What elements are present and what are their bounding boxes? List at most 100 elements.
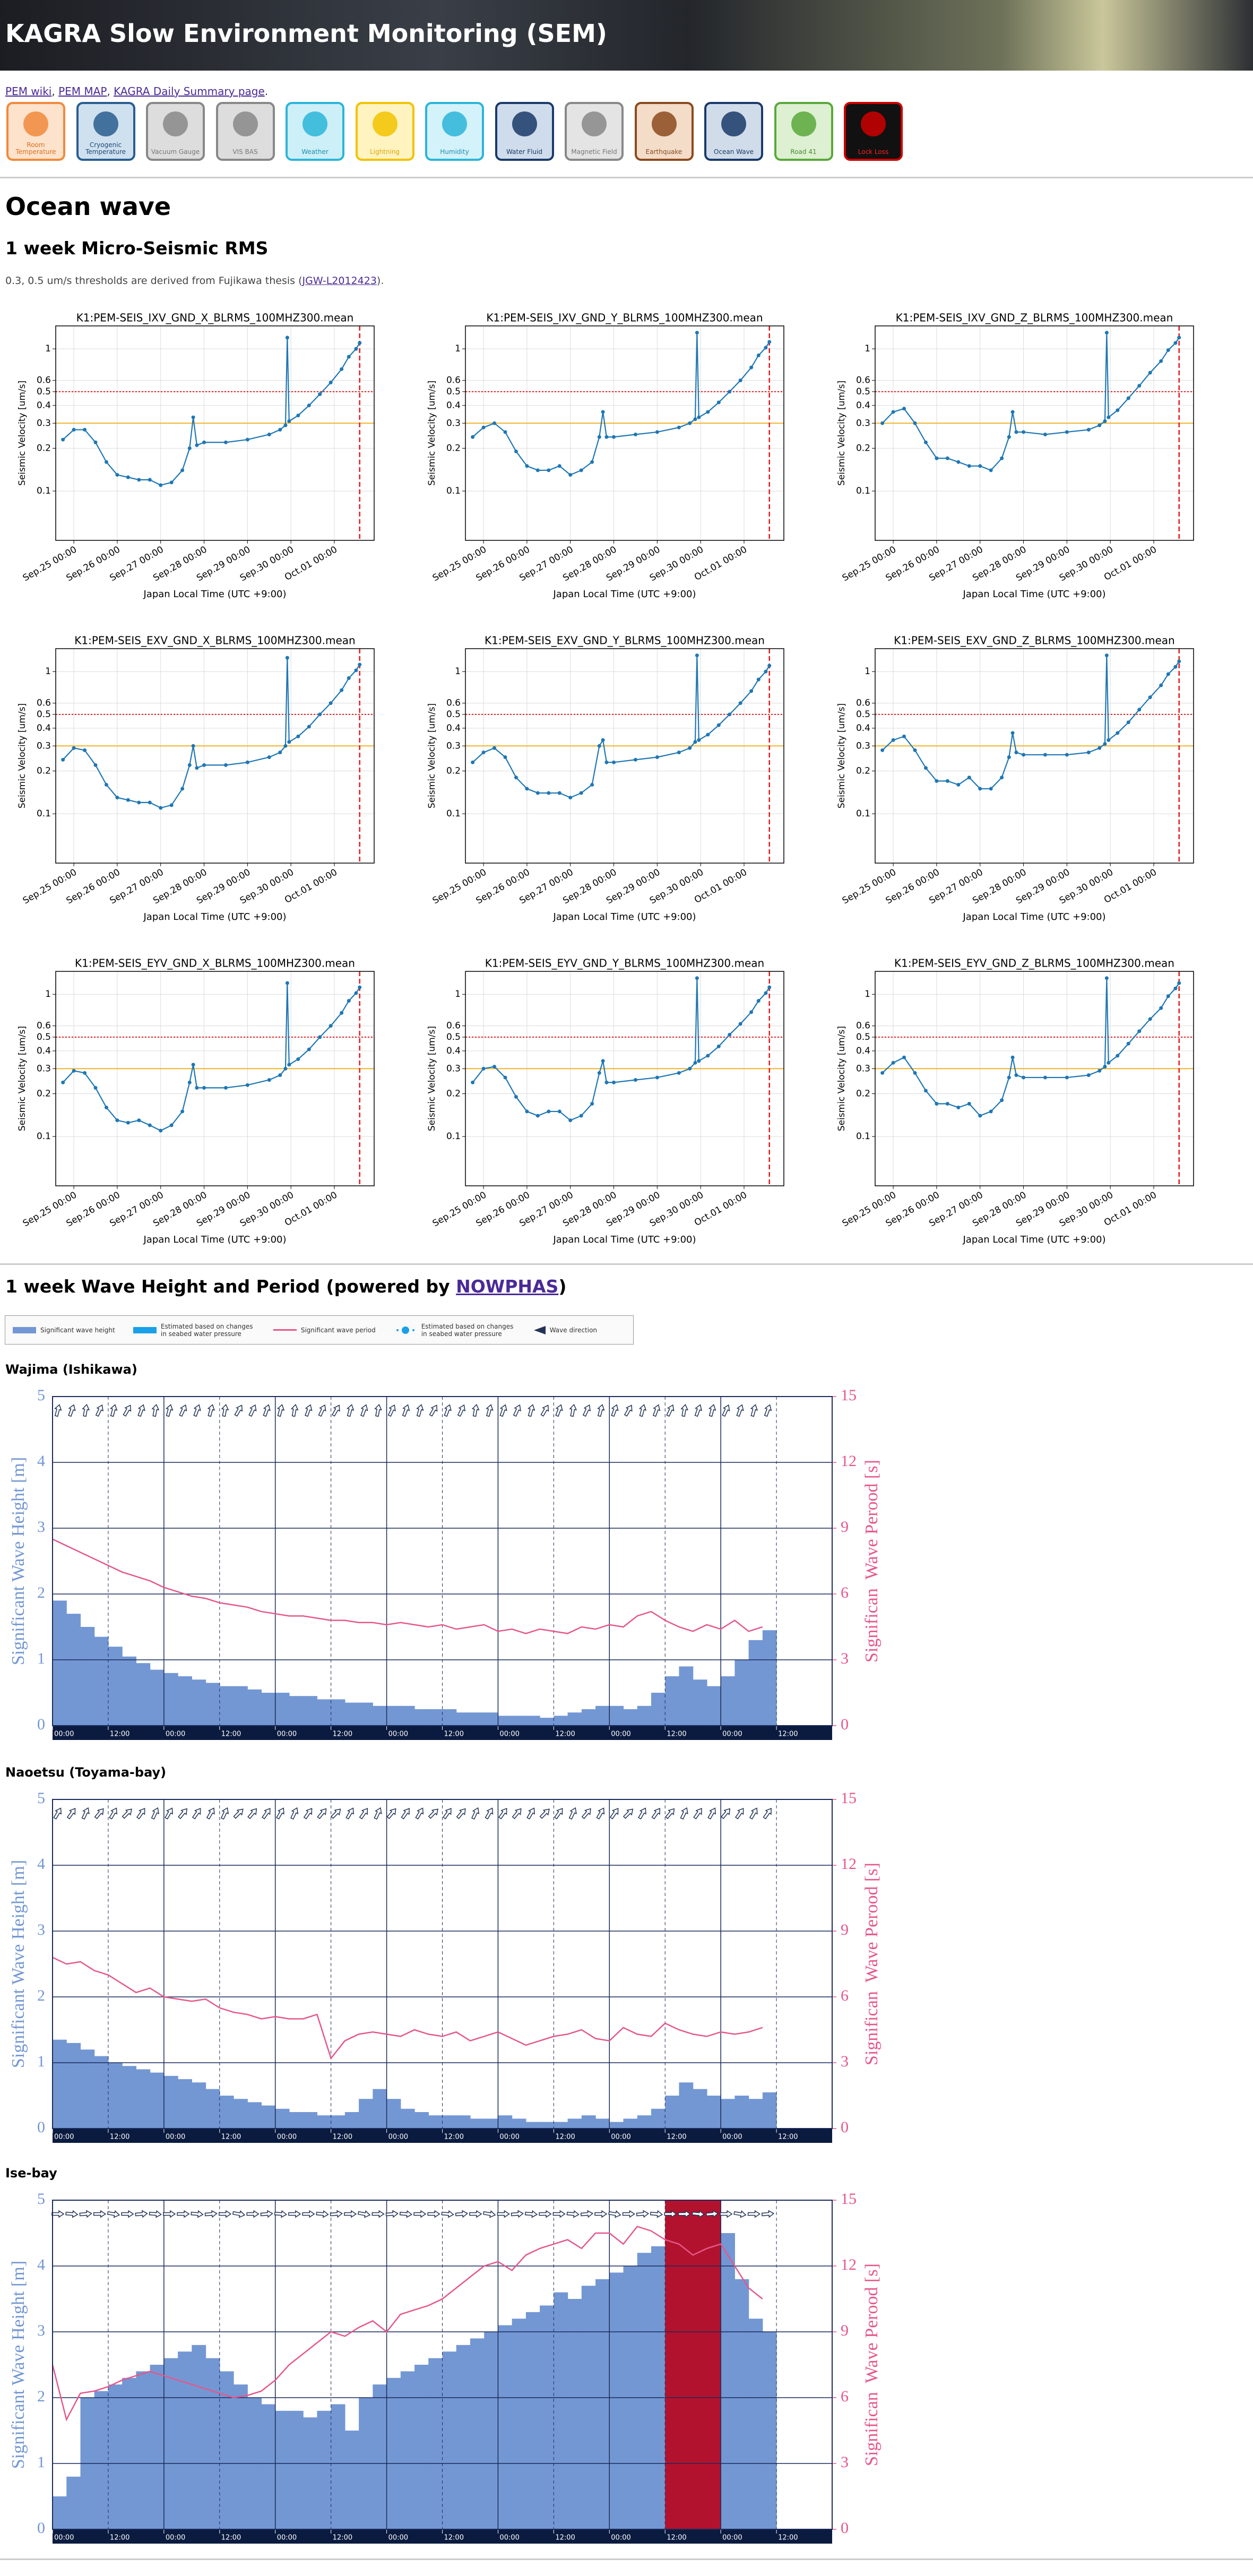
wave-direction <box>318 1404 326 1417</box>
data-point <box>296 413 300 418</box>
note-link[interactable]: JGW-L2012423 <box>302 275 377 287</box>
data-point <box>104 782 108 787</box>
icon-label: Magnetic Field <box>571 148 617 156</box>
icon-label: Road 41 <box>790 148 817 156</box>
nav-icon[interactable]: Water Fluid <box>495 102 554 161</box>
data-point <box>187 1080 192 1084</box>
link[interactable]: PEM wiki <box>5 85 52 98</box>
data-point <box>471 760 475 764</box>
nav-icon[interactable]: Room Temperature <box>6 102 65 161</box>
data-point <box>1103 419 1107 423</box>
link[interactable]: PEM MAP <box>58 85 107 98</box>
data-point <box>1086 428 1091 432</box>
wave-direction <box>220 1807 229 1820</box>
data-point <box>767 340 772 344</box>
y-tick-label: 2 <box>37 1584 45 1601</box>
data-point <box>716 723 721 727</box>
data-point <box>1159 683 1163 687</box>
data-point <box>1007 1075 1011 1080</box>
wave-height-bar <box>748 2099 763 2129</box>
wave-height-bar <box>122 2066 136 2129</box>
x-tick-label: 00:00 <box>722 2133 742 2141</box>
legend-item: Significant wave period <box>273 1326 376 1334</box>
nav-icon[interactable]: Ocean Wave <box>704 102 763 161</box>
section-heading: 1 week Micro-Seismic RMS <box>5 238 269 259</box>
wave-direction <box>66 1807 76 1820</box>
data-point <box>535 1114 540 1118</box>
wave-direction <box>374 1403 382 1417</box>
x-tick-label: 00:00 <box>388 2534 408 2542</box>
wave-height-bar <box>748 2319 763 2529</box>
wave-height-bar <box>498 2115 513 2129</box>
wave-direction <box>219 2210 232 2218</box>
data-point <box>1098 423 1102 427</box>
wave-direction <box>483 2210 496 2218</box>
y2-tick-label: 12 <box>841 1855 857 1873</box>
data-point <box>1104 976 1109 980</box>
data-point <box>880 748 885 752</box>
icon-label: Lightning <box>369 148 400 156</box>
wave-height-bar <box>637 2253 652 2529</box>
legend-label: Significant wave period <box>300 1326 376 1334</box>
x-tick-label: 12:00 <box>333 2133 352 2141</box>
plot-area <box>56 971 374 1186</box>
wave-height-bar <box>234 1686 248 1726</box>
y-tick-label: 0.1 <box>856 486 870 496</box>
nowphas-link[interactable]: NOWPHAS <box>456 1276 559 1297</box>
wave-height-bar <box>498 2325 513 2529</box>
wave-direction <box>207 1404 215 1417</box>
data-point <box>525 464 529 468</box>
y2-tick-label: 6 <box>841 1987 849 2004</box>
data-point <box>935 1101 939 1106</box>
y-tick-label: 1 <box>45 989 51 1000</box>
data-point <box>83 428 87 432</box>
data-point <box>695 331 699 335</box>
wave-direction <box>82 1403 90 1417</box>
wave-direction <box>122 1808 132 1819</box>
legend-label: Significant wave height <box>40 1326 115 1334</box>
station-name: Naoetsu (Toyama-bay) <box>5 1765 167 1780</box>
data-point <box>187 763 192 767</box>
y-tick-label: 1 <box>45 666 51 677</box>
wave-height-bar <box>53 2496 67 2529</box>
nav-icon[interactable]: VIS BAS <box>215 102 275 161</box>
nav-icon[interactable]: Road 41 <box>774 102 833 161</box>
y-tick-label: 0.5 <box>446 1032 461 1043</box>
y-axis-label: Seismic Velocity [um/s] <box>836 1026 847 1131</box>
y-axis-label: Seismic Velocity [um/s] <box>17 1026 28 1131</box>
wave-direction <box>94 1808 104 1820</box>
legend-swatch <box>273 1329 297 1331</box>
nav-icon[interactable]: Vacuum Gauge <box>146 102 205 161</box>
heading-text: 1 week Wave Height and Period (powered b… <box>5 1276 456 1297</box>
data-point <box>223 440 228 444</box>
data-point <box>307 1047 311 1052</box>
wave-height-bar <box>331 2404 345 2529</box>
data-point <box>604 435 609 439</box>
wave-height-bar <box>400 2108 415 2129</box>
nav-icon[interactable]: Cryogenic Temperature <box>76 102 135 161</box>
x-tick-label: 12:00 <box>333 1730 352 1738</box>
link[interactable]: KAGRA Daily Summary page <box>114 85 265 98</box>
nav-icon[interactable]: Humidity <box>425 102 484 161</box>
data-point <box>1014 751 1018 755</box>
data-point <box>1173 986 1178 990</box>
y-tick-label: 0.5 <box>37 1032 51 1043</box>
wave-direction <box>79 2210 92 2218</box>
data-point <box>749 365 754 369</box>
nav-icon[interactable]: Lock Loss <box>844 102 903 161</box>
data-point <box>340 1011 344 1015</box>
nav-icon[interactable]: Magnetic Field <box>565 102 624 161</box>
data-point <box>347 998 351 1003</box>
nav-icon[interactable]: Weather <box>286 102 344 161</box>
y-tick-label: 0.1 <box>856 808 870 819</box>
wave-height-bar <box>192 2082 206 2129</box>
nav-icon[interactable]: Lightning <box>355 102 414 161</box>
nav-icon[interactable]: Earthquake <box>634 102 694 161</box>
wave-direction <box>597 1404 605 1417</box>
data-point <box>935 456 939 460</box>
wave-height-bar <box>178 2079 192 2129</box>
